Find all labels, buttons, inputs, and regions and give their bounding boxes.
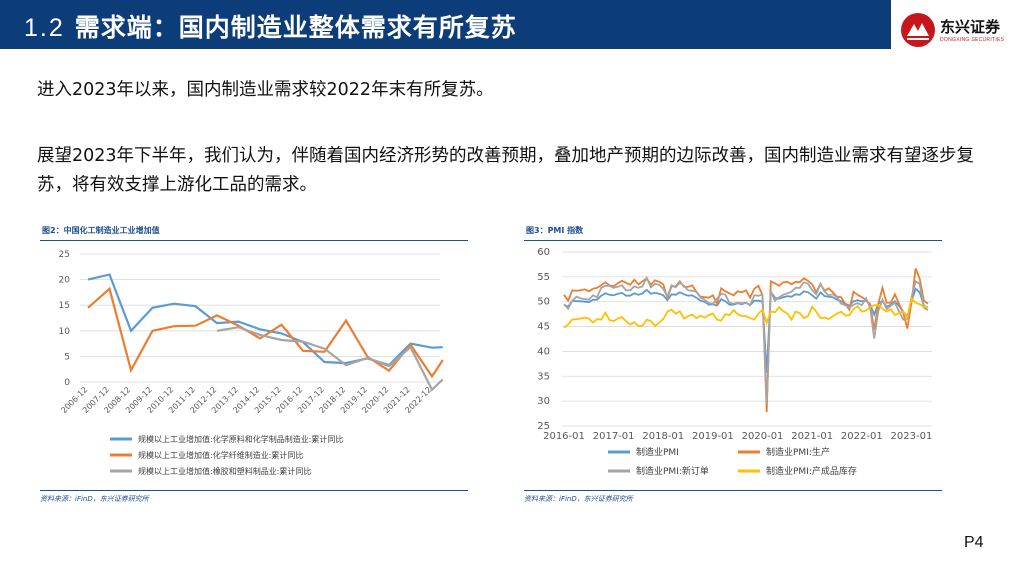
figure-left-chart: 05101520252006-122007-122008-122009-1220… (59, 250, 444, 476)
x-tick-label: 2020-01 (742, 431, 784, 442)
logo-emblem-icon (901, 13, 935, 47)
legend-label: 规模以上工业增加值:化学纤维制造业:累计同比 (138, 450, 303, 460)
y-tick-label: 35 (537, 371, 550, 382)
section-title: 需求端：国内制造业整体需求有所复苏 (74, 13, 517, 42)
logo-name-cn: 东兴证券 (940, 18, 1001, 36)
y-tick-label: 55 (537, 272, 550, 283)
series-line (563, 275, 929, 405)
figure-right-rule-bottom (524, 490, 942, 491)
x-tick-label: 2021-01 (791, 431, 833, 442)
figure-left-rule (40, 240, 468, 241)
figure-right-caption: 图3：PMI 指数 (526, 226, 584, 235)
x-tick-label: 2019-01 (692, 431, 734, 442)
page-number: P4 (964, 534, 984, 551)
y-tick-label: 5 (64, 352, 70, 362)
paragraph-1: 进入2023年以来，国内制造业需求较2022年末有所复苏。 (37, 80, 494, 100)
y-tick-label: 60 (537, 247, 550, 258)
figure-left-caption: 图2：中国化工制造业工业增加值 (42, 226, 160, 235)
x-tick-label: 2017-01 (593, 431, 635, 442)
legend-label: 制造业PMI (636, 446, 679, 458)
company-logo: 东兴证券 DONGXING SECURITIES (900, 12, 1020, 48)
series-line (563, 296, 929, 329)
series-line (216, 326, 444, 392)
y-tick-label: 15 (59, 301, 70, 311)
y-tick-label: 20 (59, 276, 71, 286)
section-number: 1.2 (24, 14, 65, 42)
series-line (87, 286, 444, 379)
figure-right: 图3：PMI 指数 25 30 35 40 45 50 55 60 2016-01 2017-01… (524, 218, 942, 508)
x-tick-label: 2022-01 (841, 431, 883, 442)
logo-name-en: DONGXING SECURITIES (940, 37, 1005, 43)
paragraph-2: 展望2023年下半年，我们认为，伴随着国内经济形势的改善预期，叠加地产预期的边际… (37, 146, 975, 195)
figure-left: 图2：中国化工制造业工业增加值 0 5 10 15 20 25 2006-12 2007-12… (40, 218, 468, 508)
legend-label: 制造业PMI:生产 (766, 446, 830, 458)
y-tick-label: 25 (59, 250, 70, 260)
x-tick-label: 2016-01 (543, 431, 585, 442)
y-tick-label: 50 (537, 297, 550, 308)
y-tick-label: 45 (537, 322, 550, 333)
figure-right-rule (524, 240, 942, 241)
y-tick-label: 25 (537, 421, 550, 432)
legend-label: 制造业PMI:新订单 (636, 465, 709, 477)
y-tick-label: 10 (59, 327, 71, 337)
figure-left-source: 资料来源：iFinD，东兴证券研究所 (40, 495, 149, 503)
y-tick-label: 30 (537, 396, 550, 407)
legend-label: 规模以上工业增加值:化学原料和化学制品制造业:累计同比 (138, 434, 343, 444)
x-tick-label: 2018-01 (642, 431, 684, 442)
y-tick-label: 40 (537, 346, 550, 357)
figure-right-chart: 25 30 35 40 45 50 55 60 2016-01 2017-01 2018-01 201… (537, 247, 933, 477)
series-line (563, 268, 929, 413)
figure-right-source: 资料来源：iFinD，东兴证券研究所 (524, 495, 633, 503)
y-tick-label: 0 (64, 378, 70, 388)
x-tick-label: 2023-01 (891, 431, 933, 442)
figure-left-rule-bottom (40, 490, 468, 491)
legend-label: 制造业PMI:产成品库存 (766, 465, 857, 477)
legend-label: 规模以上工业增加值:橡胶和塑料制品业:累计同比 (138, 466, 311, 476)
header-bar: 1.2 需求端：国内制造业整体需求有所复苏 (0, 0, 891, 49)
page-title: 1.2 需求端：国内制造业整体需求有所复苏 (24, 8, 517, 44)
